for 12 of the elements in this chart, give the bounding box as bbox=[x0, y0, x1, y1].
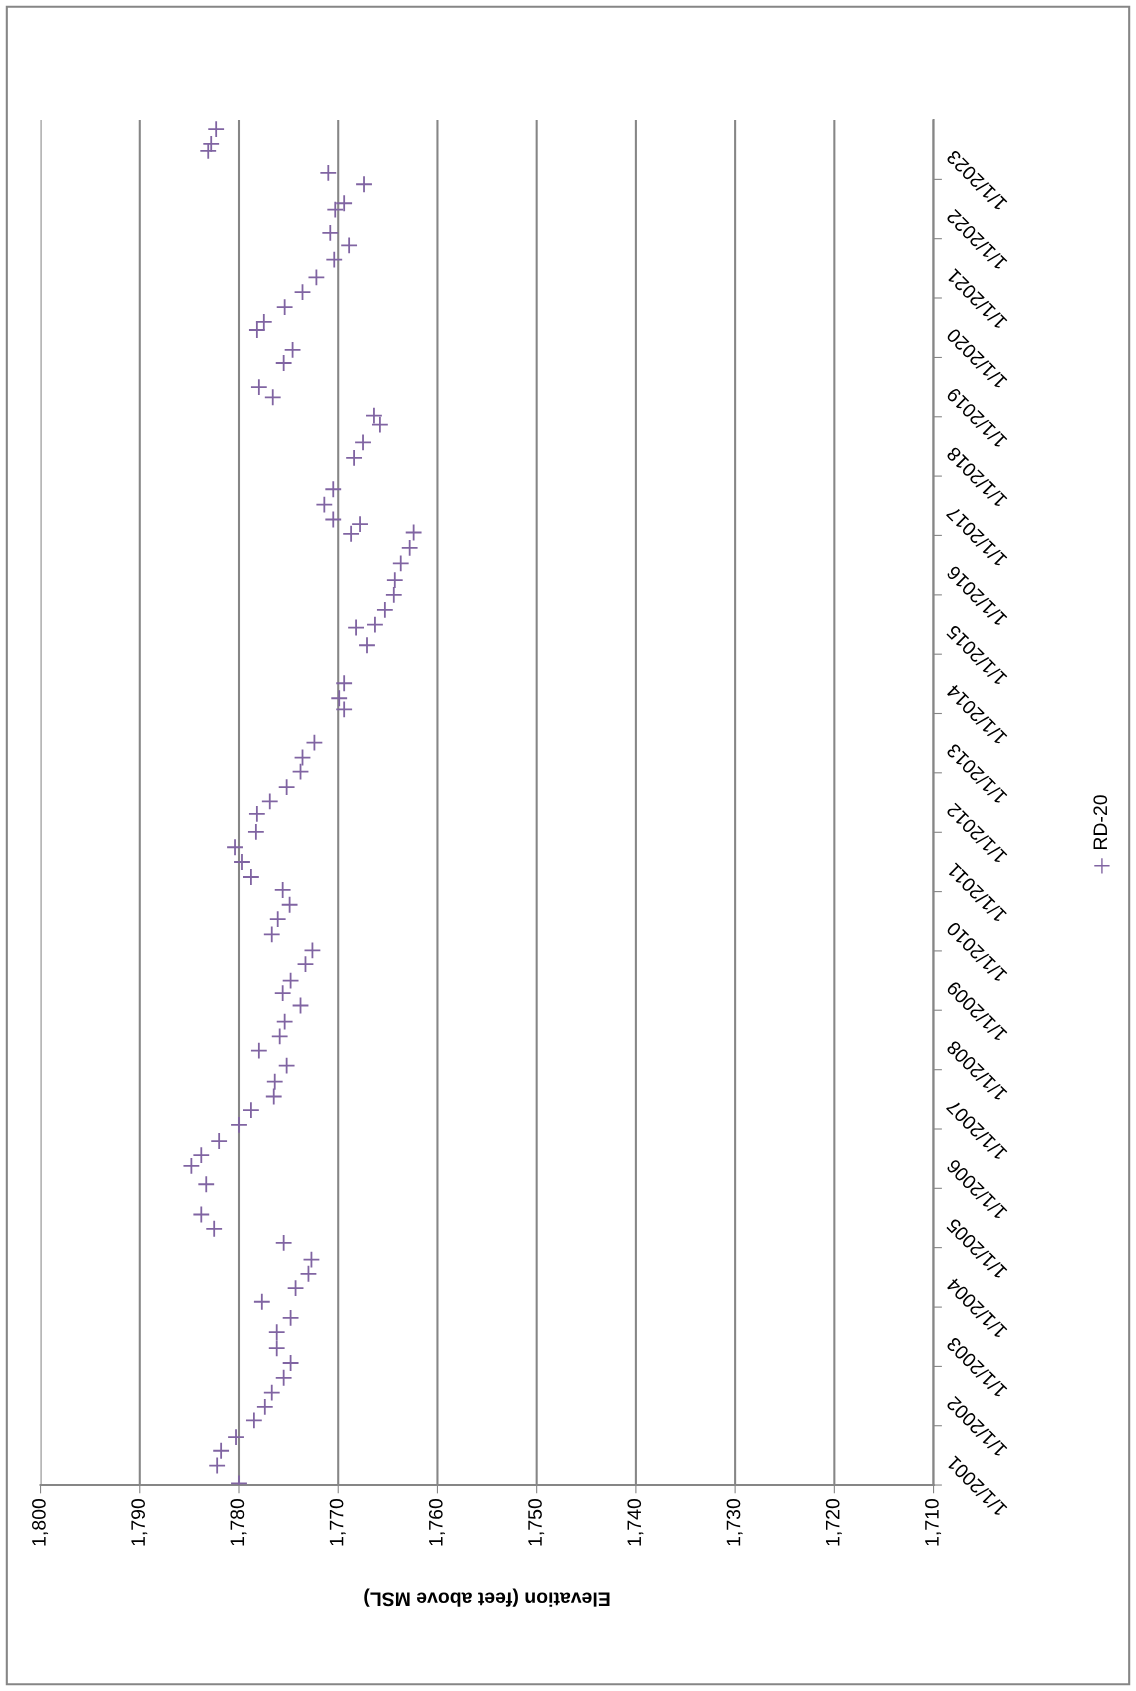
x-tick-label: 1,710 bbox=[925, 1498, 942, 1546]
x-tick-label: 1,730 bbox=[726, 1498, 743, 1546]
x-tick-label: 1,740 bbox=[627, 1498, 644, 1546]
x-axis-title: Elevation (feet above MSL) bbox=[364, 1588, 610, 1607]
x-tick-label: 1,760 bbox=[428, 1498, 445, 1546]
x-tick-label: 1,750 bbox=[528, 1498, 545, 1546]
x-tick-label: 1,780 bbox=[230, 1498, 247, 1546]
x-tick-label: 1,770 bbox=[329, 1498, 346, 1546]
x-tick-label: 1,790 bbox=[131, 1498, 148, 1546]
text: RD-20 bbox=[1093, 795, 1108, 849]
x-tick-label: 1,720 bbox=[825, 1498, 842, 1546]
x-tick-label: 1,800 bbox=[32, 1498, 49, 1546]
